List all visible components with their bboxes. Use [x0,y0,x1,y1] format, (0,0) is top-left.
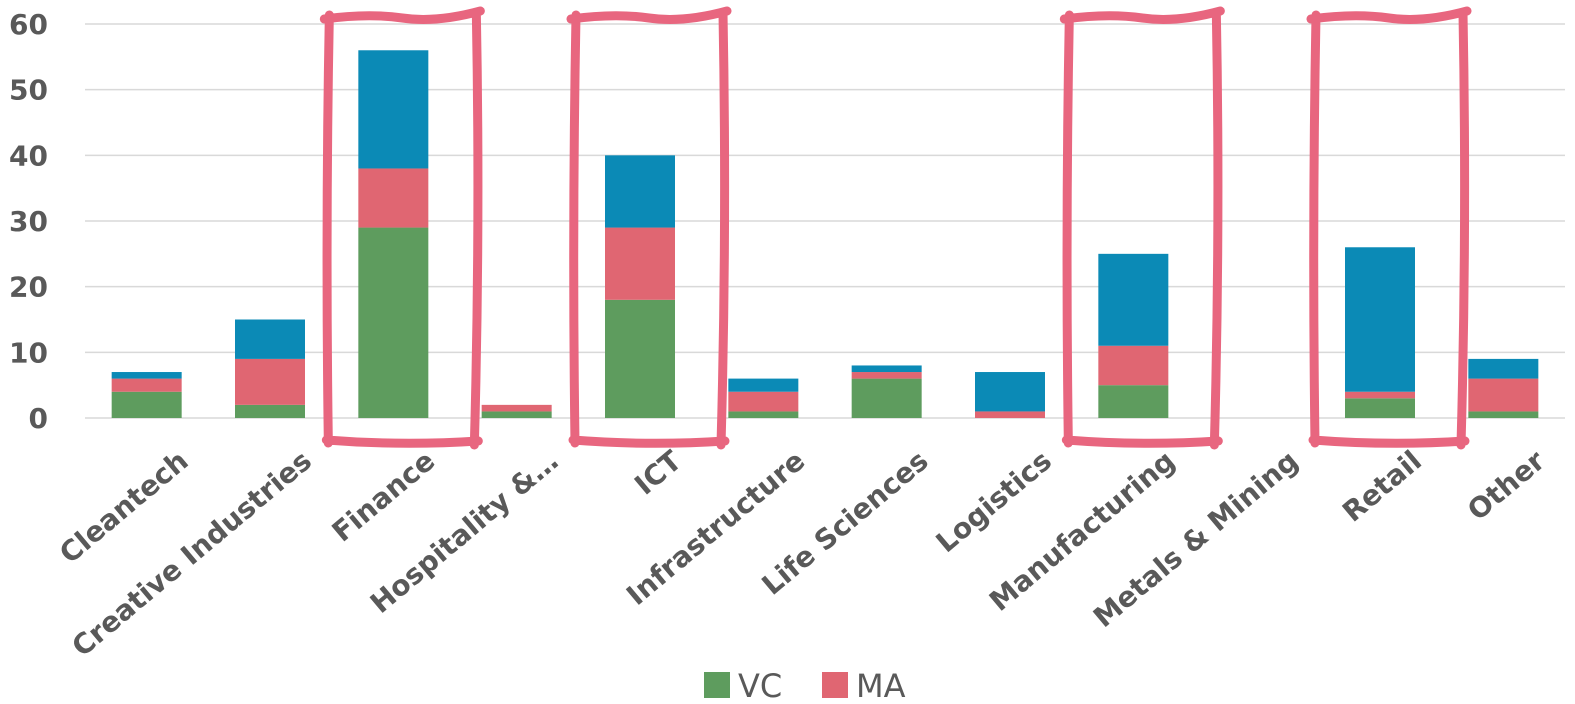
bar-finance-vc [358,227,429,418]
bars [111,50,1539,418]
x-tick-label-creative-industries: Creative Industries [66,444,318,663]
bar-ict-vc [605,299,675,418]
bar-infrastructure-series-3 [728,378,799,392]
y-tick-label: 20 [9,271,48,304]
highlight-box-finance [319,6,485,450]
bar-life-sciences-series-3 [851,365,922,373]
bar-retail-series-3 [1345,247,1415,392]
bar-cleantech-ma [111,378,182,392]
highlight-box-manufacturing [1059,6,1225,450]
highlight-box-retail [1306,6,1472,450]
bar-creative-industries-series-3 [235,319,305,359]
y-tick-label: 10 [9,336,48,369]
y-tick-label: 30 [9,205,48,238]
bar-manufacturing-vc [1098,385,1169,418]
bar-infrastructure-ma [728,391,799,412]
gridlines [85,23,1565,419]
legend-swatch-ma [822,672,848,698]
bar-manufacturing-series-3 [1098,253,1169,346]
bar-infrastructure-vc [728,411,799,418]
bar-finance-ma [358,168,429,228]
legend-label-ma: MA [856,667,906,704]
x-tick-label-other: Other [1461,444,1551,527]
bar-life-sciences-ma [851,372,922,379]
x-tick-label-ict: ICT [628,444,688,501]
highlight-box-ict [566,6,732,450]
y-tick-label: 40 [9,139,48,172]
bar-logistics-ma [975,411,1045,418]
highlight-boxes [319,6,1472,450]
bar-other-ma [1468,378,1539,412]
bar-manufacturing-ma [1098,345,1169,386]
bar-other-vc [1468,411,1539,418]
legend-swatch-vc [704,672,730,698]
bar-other-series-3 [1468,358,1539,379]
bar-ict-ma [605,227,675,300]
y-tick-label: 50 [9,74,48,107]
y-axis-ticks: 0 10 20 30 40 50 60 [9,8,48,435]
bar-retail-vc [1345,398,1415,418]
y-tick-label: 0 [29,402,48,435]
legend: VC MA [704,667,906,704]
x-tick-label-metals-mining: Metals & Mining [1087,444,1305,634]
bar-life-sciences-vc [851,378,922,418]
bar-logistics-series-3 [975,372,1045,412]
bar-cleantech-vc [111,391,182,418]
y-tick-label: 60 [9,8,48,41]
bar-creative-industries-vc [235,404,305,418]
bar-hospitality-vc [481,411,552,418]
legend-label-vc: VC [738,667,782,704]
x-tick-label-logistics: Logistics [930,444,1058,559]
bar-hospitality-ma [481,404,552,412]
x-tick-label-finance: Finance [326,444,441,548]
bar-finance-series-3 [358,50,429,169]
bar-ict-series-3 [605,155,675,228]
bar-retail-ma [1345,391,1415,399]
x-tick-label-retail: Retail [1336,444,1428,528]
bar-creative-industries-ma [235,358,305,405]
bar-cleantech-series-3 [111,372,182,379]
